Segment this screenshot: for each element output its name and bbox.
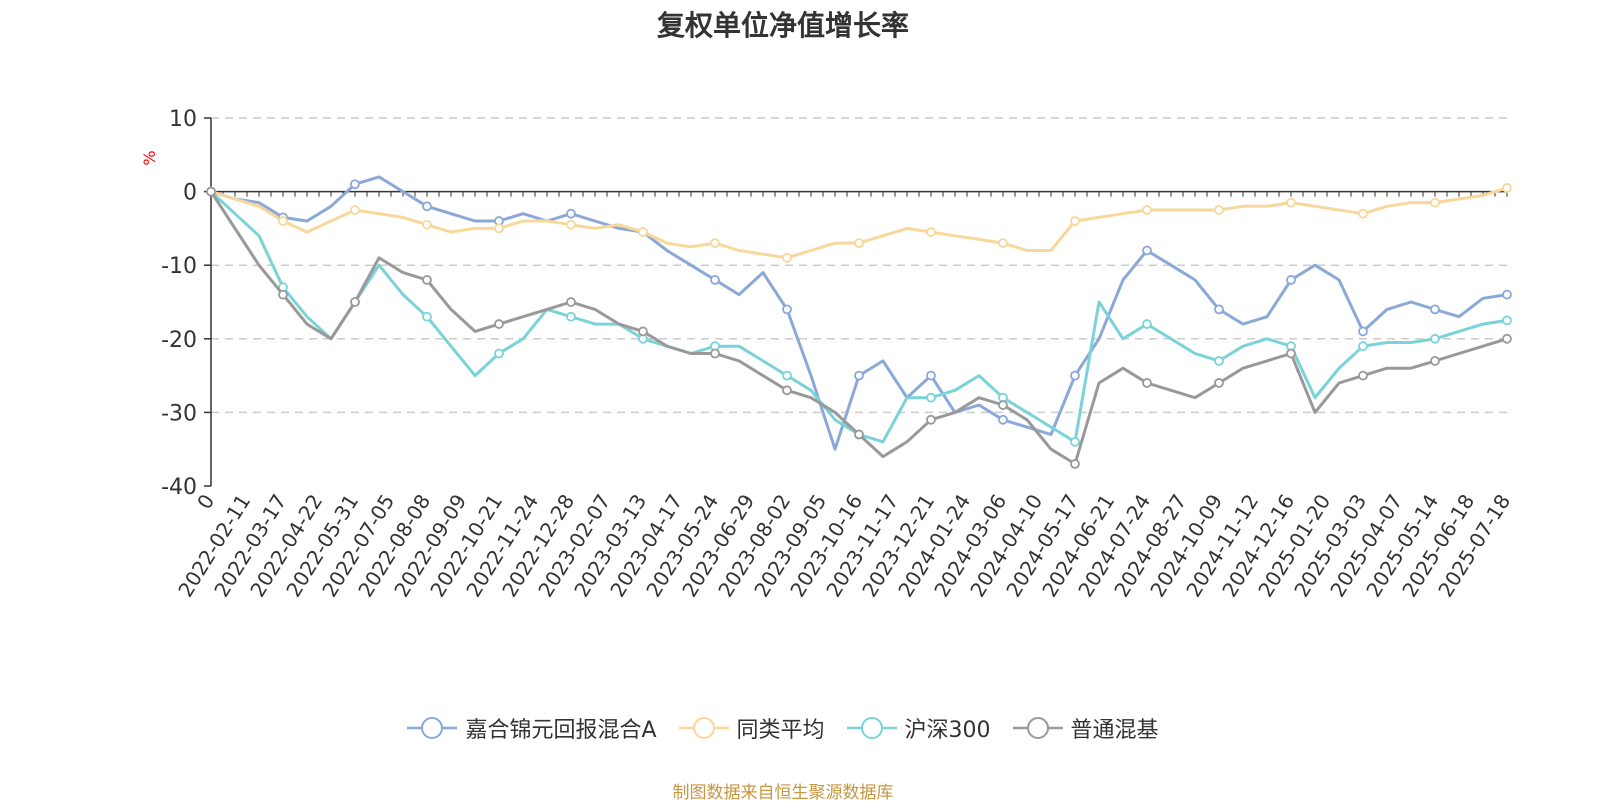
- data-point: [710, 275, 720, 285]
- data-point: [422, 201, 432, 212]
- y-tick-label: -10: [161, 254, 197, 279]
- data-point: [1430, 333, 1440, 344]
- data-point: [638, 326, 648, 337]
- data-point: [710, 238, 720, 249]
- chart-title: 复权单位净值增长率: [656, 9, 909, 42]
- data-point: [1142, 245, 1152, 256]
- legend-marker-icon: [678, 717, 729, 739]
- y-tick-labels: 10 0 -10 -20 -30 -40: [161, 107, 197, 500]
- legend-item[interactable]: 普通混基: [1012, 712, 1159, 744]
- data-point: [926, 370, 936, 381]
- data-point: [926, 392, 936, 403]
- legend-label: 同类平均: [736, 718, 825, 743]
- series-line: [209, 190, 1508, 466]
- data-point: [206, 186, 216, 197]
- data-point: [1358, 208, 1368, 219]
- data-point: [1286, 197, 1296, 208]
- data-point: [494, 319, 504, 329]
- y-tick-label: 0: [183, 181, 197, 206]
- legend-label: 沪深300: [904, 718, 991, 743]
- data-point: [710, 348, 720, 359]
- data-point: [566, 311, 576, 322]
- data-point: [422, 311, 432, 322]
- data-point: [422, 275, 432, 285]
- data-point: [566, 297, 576, 307]
- line-chart: 10 0 -10 -20 -30 -40 02022-02-112022-03-17202…: [140, 107, 1515, 601]
- data-point: [782, 304, 792, 315]
- data-point: [1214, 355, 1224, 366]
- data-point: [1214, 205, 1224, 215]
- data-point: [1430, 304, 1440, 315]
- data-point: [998, 238, 1008, 249]
- data-point: [278, 216, 288, 226]
- data-point: [1358, 341, 1368, 352]
- data-point: [566, 208, 576, 219]
- series-lines: [206, 175, 1512, 469]
- data-point: [1430, 355, 1440, 366]
- data-point: [494, 348, 504, 359]
- data-point: [1286, 348, 1296, 359]
- data-point: [1214, 378, 1224, 388]
- y-tick-label: -40: [161, 475, 197, 500]
- grid-lines: [211, 117, 1507, 414]
- data-point: [998, 400, 1008, 410]
- data-point: [1214, 304, 1224, 315]
- x-tick-label: 0: [192, 490, 219, 514]
- legend-marker-icon: [1012, 717, 1063, 739]
- data-point: [422, 219, 432, 230]
- data-point: [782, 252, 792, 263]
- data-point: [854, 370, 864, 381]
- data-point: [1502, 333, 1512, 344]
- legend-item[interactable]: 同类平均: [678, 712, 825, 744]
- legend-label: 普通混基: [1070, 718, 1159, 743]
- legend-label: 嘉合锦元回报混合A: [465, 718, 657, 743]
- legend-item[interactable]: 嘉合锦元回报混合A: [407, 712, 657, 744]
- source-note: 制图数据来自恒生聚源数据库: [672, 783, 894, 803]
- data-point: [638, 227, 648, 237]
- data-point: [926, 414, 936, 425]
- data-point: [1286, 275, 1296, 285]
- data-point: [350, 205, 360, 215]
- data-point: [1070, 436, 1080, 447]
- y-tick-label: 10: [169, 107, 197, 132]
- data-point: [494, 223, 504, 234]
- data-point: [1502, 183, 1512, 193]
- data-point: [1070, 370, 1080, 381]
- data-point: [782, 370, 792, 381]
- data-point: [926, 227, 936, 237]
- legend-marker-icon: [846, 717, 897, 739]
- data-point: [1070, 216, 1080, 226]
- data-point: [1358, 326, 1368, 337]
- data-point: [278, 289, 288, 300]
- data-point: [1142, 319, 1152, 329]
- data-point: [1430, 197, 1440, 208]
- y-tick-label: -20: [161, 328, 197, 353]
- data-point: [1502, 289, 1512, 300]
- data-point: [854, 429, 864, 440]
- y-tick-label: -30: [161, 401, 197, 426]
- data-point: [1070, 459, 1080, 469]
- data-point: [350, 179, 360, 190]
- data-point: [566, 219, 576, 230]
- data-point: [782, 385, 792, 396]
- legend: 嘉合锦元回报混合A 同类平均 沪深300 普通混基: [0, 712, 1566, 744]
- data-point: [854, 238, 864, 249]
- data-point: [1142, 378, 1152, 388]
- legend-item[interactable]: 沪深300: [846, 712, 991, 744]
- y-axis-label: %: [140, 150, 159, 165]
- legend-marker-icon: [407, 717, 458, 739]
- data-point: [998, 414, 1008, 425]
- data-point: [1358, 370, 1368, 381]
- data-point: [1502, 315, 1512, 326]
- x-tick-labels: 02022-02-112022-03-172022-04-222022-05-3…: [173, 490, 1515, 601]
- data-point: [1142, 205, 1152, 215]
- data-point: [350, 297, 360, 307]
